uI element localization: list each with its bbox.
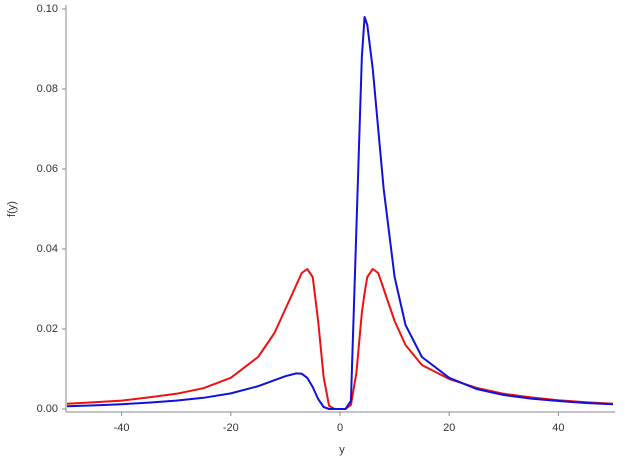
x-axis-label: y [339, 444, 345, 456]
line [66, 16, 614, 410]
y-tick-label: 0.08 [37, 83, 58, 95]
x-tick-label: -20 [223, 422, 239, 434]
y-tick-label: 0.10 [37, 3, 58, 15]
y-axis-label: f(y) [6, 201, 18, 217]
x-tick-label: 40 [552, 422, 564, 434]
x-tick-label: -40 [114, 422, 130, 434]
line [66, 268, 614, 410]
y-tick-label: 0.04 [37, 243, 58, 255]
y-tick-label: 0.02 [37, 323, 58, 335]
y-tick-label: 0.06 [37, 163, 58, 175]
x-tick-label: 0 [337, 422, 343, 434]
x-tick-label: 20 [443, 422, 455, 434]
y-tick-label: 0.00 [37, 403, 58, 415]
